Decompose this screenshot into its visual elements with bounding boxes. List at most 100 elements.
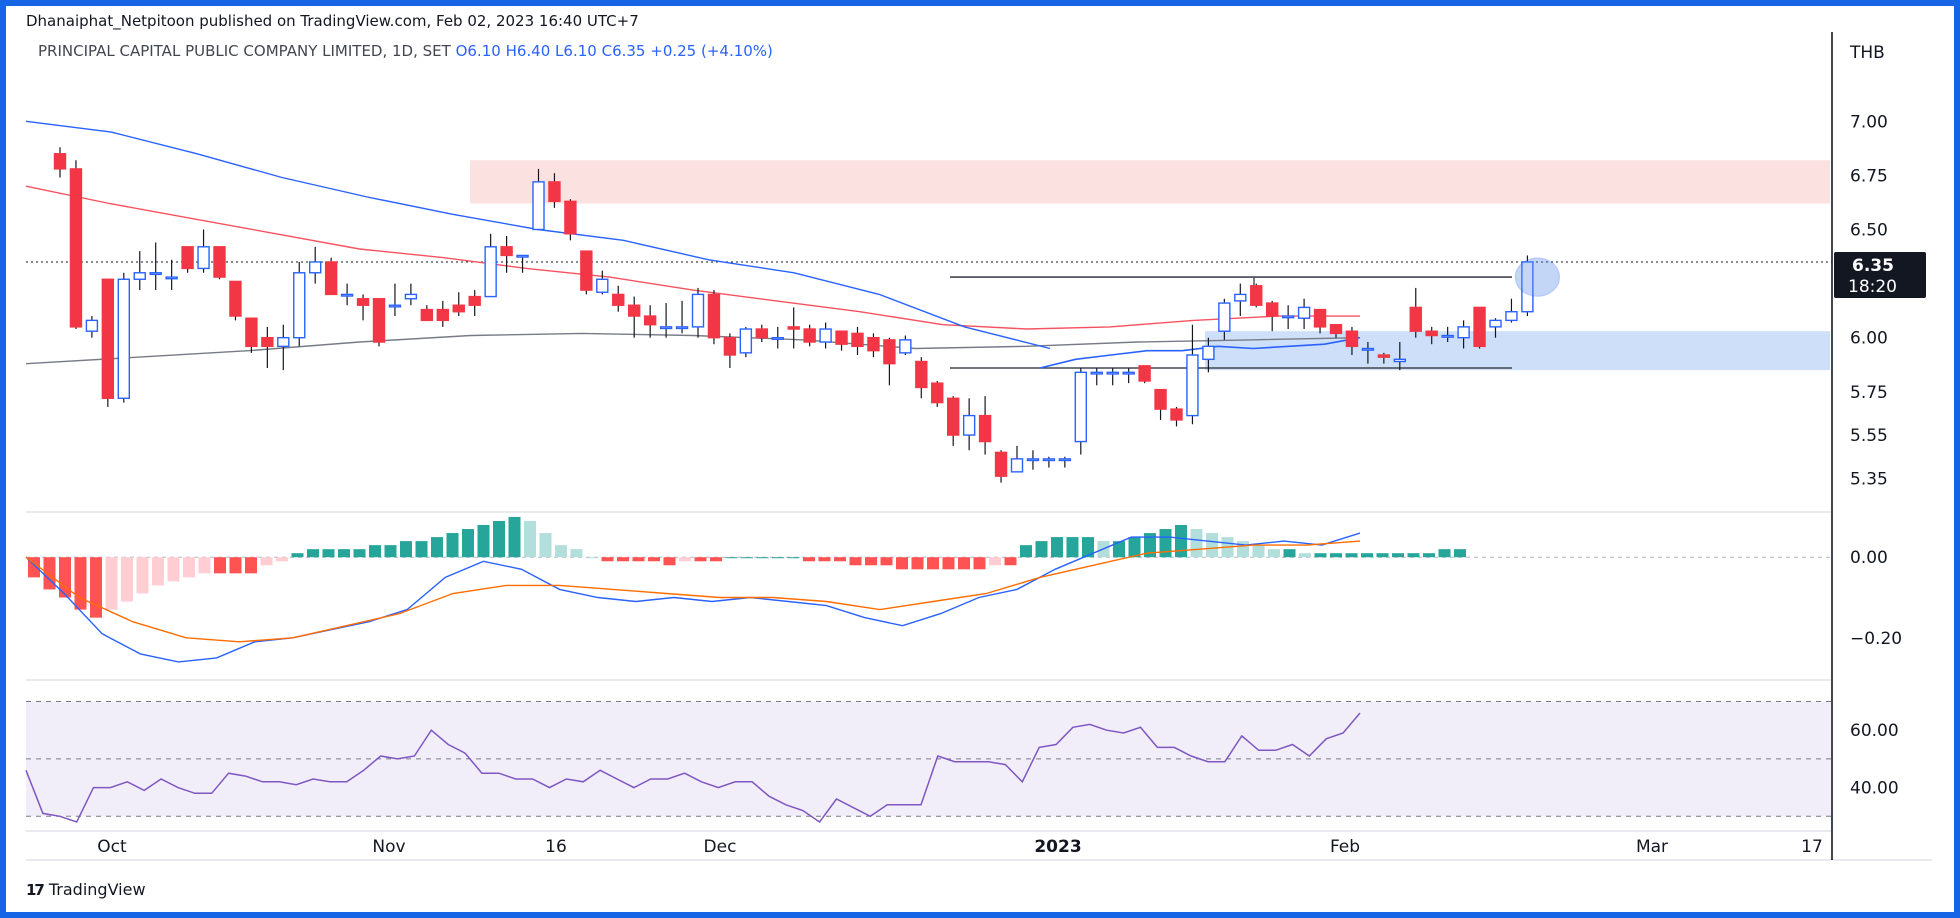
publisher-line: Dhanaiphat_Netpitoon published on Tradin… — [26, 12, 639, 30]
macd-histogram-bar — [1051, 537, 1063, 558]
rsi-line — [25, 712, 1361, 824]
price-tick-label: 6.75 — [1850, 166, 1888, 186]
countdown-label: 18:20 — [1848, 277, 1897, 297]
symbol-legend: PRINCIPAL CAPITAL PUBLIC COMPANY LIMITED… — [38, 42, 773, 60]
macd-line — [25, 532, 1361, 663]
macd-histogram-bar — [1082, 537, 1094, 558]
macd-histogram-bar — [1066, 537, 1079, 558]
price-tick-label: 7.00 — [1850, 112, 1888, 132]
macd-histogram-bar — [415, 541, 428, 558]
macd-histogram-bar — [136, 557, 149, 594]
tradingview-icon: 17 — [26, 880, 45, 899]
macd-histogram-bar — [59, 557, 71, 598]
candle-body — [117, 278, 131, 399]
ma-slow-line — [25, 185, 1360, 330]
macd-histogram-bar — [1144, 533, 1156, 558]
candle-body — [1138, 365, 1151, 382]
macd-histogram-bar — [772, 557, 784, 559]
candle-body — [1218, 302, 1231, 332]
candle-body — [643, 315, 657, 326]
date-tick-label: Mar — [1636, 837, 1668, 857]
price-tick-label: 5.75 — [1850, 383, 1888, 403]
candle-body — [1345, 330, 1359, 348]
macd-histogram-bar — [648, 557, 660, 562]
candle-body — [197, 246, 210, 270]
macd-histogram-bar — [1206, 533, 1218, 558]
tradingview-logo[interactable]: 17 TradingView — [26, 880, 146, 899]
legend-high: H6.40 — [505, 42, 551, 60]
candle-body — [580, 250, 593, 291]
macd-histogram-bar — [865, 557, 877, 566]
candle-body — [468, 295, 481, 306]
candle-body — [1074, 371, 1088, 443]
macd-histogram-bar — [1252, 545, 1265, 558]
candle-body — [1409, 306, 1422, 332]
macd-histogram-bar — [1299, 553, 1311, 558]
candle-body — [1425, 330, 1438, 337]
macd-histogram-bar — [942, 557, 955, 570]
candle-body — [484, 246, 497, 298]
macd-histogram-bar — [477, 525, 490, 558]
macd-histogram-bar — [276, 557, 288, 562]
macd-histogram-bar — [1268, 549, 1280, 558]
support-zone — [1205, 331, 1830, 371]
macd-histogram-bar — [260, 557, 273, 566]
candle-body — [1265, 302, 1279, 317]
price-axis: THB 7.00 6.75 6.50 6.00 5.75 5.55 5.35 0.00 −0.20… — [1834, 43, 1926, 799]
macd-histogram-bar — [601, 557, 614, 562]
date-tick-label: 2023 — [1034, 837, 1081, 857]
macd-histogram-bar — [694, 557, 707, 562]
macd-histogram-bar — [167, 557, 180, 582]
candle-body — [53, 153, 67, 170]
candle-body — [1505, 311, 1518, 322]
macd-histogram-bar — [338, 549, 350, 558]
candle-body — [691, 293, 705, 328]
candle-body — [1058, 458, 1072, 462]
candle-body — [1234, 293, 1247, 302]
candle-body — [1457, 326, 1470, 339]
rsi-tick-label: 60.00 — [1850, 721, 1899, 741]
time-axis: Oct Nov 16 Dec 2023 Feb Mar 17 — [97, 837, 1823, 857]
last-price-label: 6.35 — [1852, 256, 1894, 276]
candle-body — [149, 272, 162, 276]
legend-close: C6.35 — [601, 42, 646, 60]
macd-histogram-bar — [710, 557, 722, 562]
macd-histogram-bar — [198, 557, 211, 574]
candle-body — [1186, 354, 1199, 417]
candle-body — [1026, 458, 1040, 462]
macd-histogram-bar — [508, 516, 521, 558]
macd-histogram-bar — [1423, 553, 1435, 558]
candle-body — [85, 319, 99, 332]
date-tick-label: Feb — [1330, 837, 1360, 857]
candle-body — [1313, 308, 1327, 328]
candle-body — [851, 332, 864, 348]
macd-histogram-bar — [1407, 553, 1420, 558]
macd-tick-label: 0.00 — [1850, 548, 1888, 568]
candle-body — [1154, 388, 1167, 410]
candle-body — [962, 414, 976, 436]
candle-body — [356, 298, 370, 306]
macd-histogram-bar — [617, 557, 629, 562]
candle-body — [516, 254, 529, 258]
macd-histogram-bar — [245, 557, 257, 574]
candle-body — [309, 261, 322, 274]
price-tick-label: 5.35 — [1850, 469, 1888, 489]
macd-histogram-bar — [1175, 525, 1187, 558]
macd-histogram-bar — [291, 553, 304, 558]
candle-body — [675, 326, 689, 330]
macd-histogram-bar — [1035, 541, 1048, 558]
candle-body — [1090, 371, 1103, 375]
candlestick-series — [53, 147, 1561, 483]
macd-histogram-bar — [834, 557, 846, 562]
candle-body — [707, 293, 721, 339]
macd-histogram-bar — [493, 520, 505, 558]
signal-line — [25, 540, 1361, 643]
macd-panel — [25, 516, 1832, 663]
macd-histogram-bar — [1128, 537, 1141, 558]
last-price-badge — [1834, 252, 1926, 298]
candle-body — [947, 397, 960, 436]
legend-open: O6.10 — [455, 42, 501, 60]
macd-histogram-bar — [214, 557, 226, 574]
candle-body — [1106, 371, 1119, 375]
